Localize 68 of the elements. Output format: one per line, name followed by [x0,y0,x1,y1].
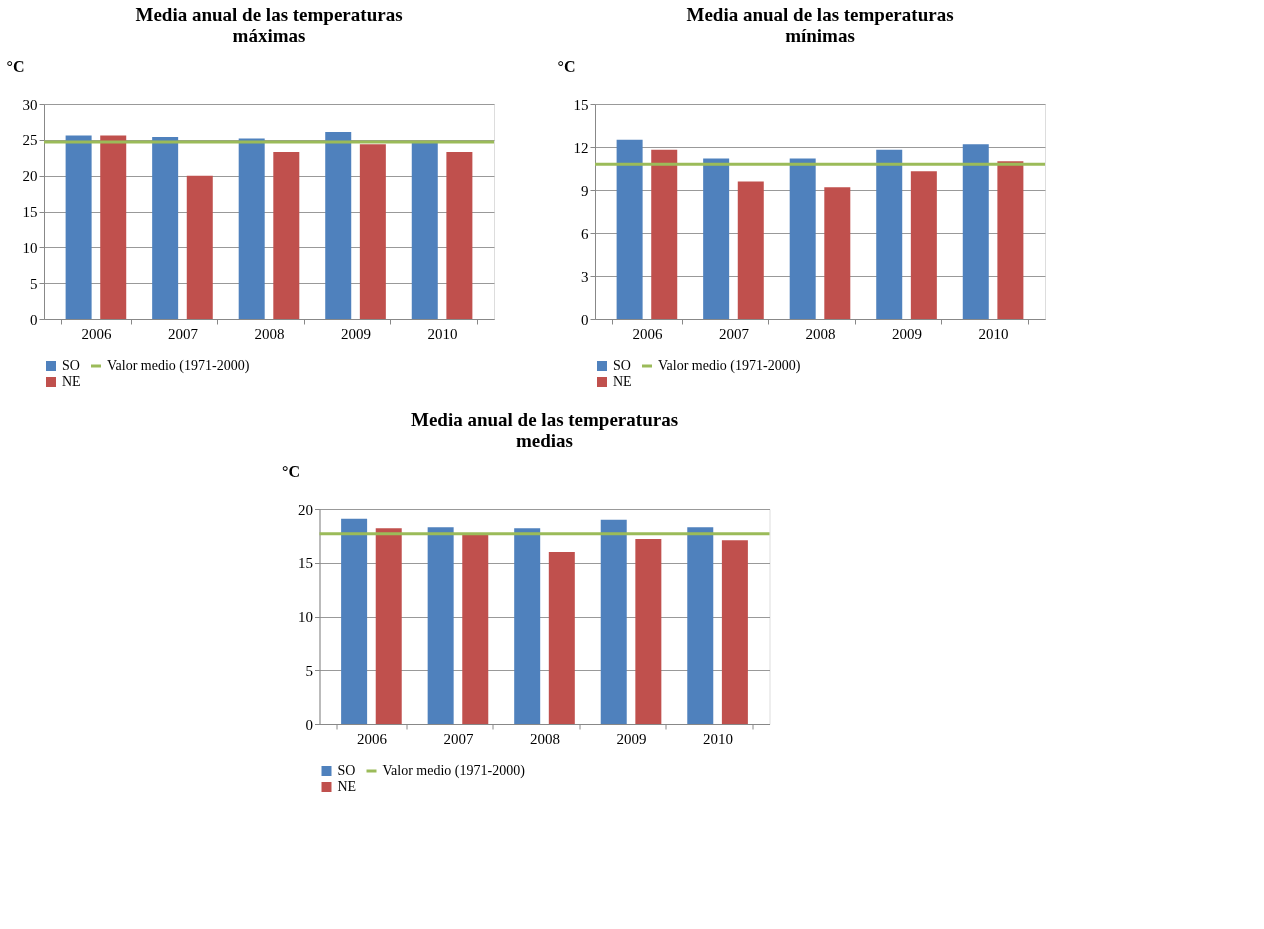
y-axis-title: °C [6,57,25,75]
legend-label: NE [337,779,357,794]
x-tick-label: 2006 [356,730,388,747]
y-tick-label: 10 [298,609,313,625]
bar [616,139,643,319]
y-tick-label: 12 [573,139,589,156]
x-tick-label: 2008 [805,325,836,342]
x-tick-label: 2006 [81,325,112,342]
bar [238,138,265,319]
x-tick-label: 2007 [167,325,199,342]
y-tick-label: 0 [581,311,589,328]
legend-label: NE [613,374,632,389]
y-tick-label: 3 [581,268,589,285]
y-tick-label: 0 [30,311,38,328]
legend-label: Valor medio (1971-2000) [382,763,526,779]
y-tick-label: 5 [305,662,313,679]
y-tick-label: 15 [22,204,38,220]
bar [325,131,352,319]
x-tick-label: 2008 [530,730,560,747]
x-tick-label: 2009 [341,325,372,342]
bar [962,144,989,319]
y-axis-title: °C [282,462,300,480]
chart-title: Media anual de las temperaturas mínimas [686,4,954,46]
legend-label: NE [62,374,81,389]
x-tick-label: 2010 [703,730,734,747]
y-tick-label: 0 [305,716,313,733]
bar [876,149,903,319]
y-tick-label: 9 [581,182,589,199]
bar [152,136,179,319]
y-tick-label: 10 [22,239,38,256]
y-tick-label: 25 [22,132,38,149]
bar [411,141,438,319]
y-axis-title: °C [557,57,576,75]
bar [446,152,473,319]
chart-title: Media anual de las temperaturas medias [410,409,679,451]
bar [997,161,1024,319]
y-tick-label: 15 [573,96,589,113]
x-tick-label: 2007 [718,325,750,342]
y-tick-label: 6 [581,225,589,242]
x-tick-label: 2009 [892,325,923,342]
x-tick-label: 2007 [443,730,474,747]
bar [824,187,851,319]
legend-label: SO [62,358,80,373]
x-tick-label: 2010 [427,325,458,342]
bar [65,135,92,319]
legend-label: Valor medio (1971-2000) [107,358,250,374]
legend-label: SO [337,763,356,778]
x-tick-label: 2008 [254,325,285,342]
y-tick-label: 5 [30,275,38,292]
bar [703,158,730,319]
y-tick-label: 15 [298,555,313,572]
y-tick-label: 30 [22,96,38,113]
bar [737,181,764,319]
x-tick-label: 2009 [616,730,647,747]
bar [273,152,300,319]
x-tick-label: 2010 [978,325,1009,342]
legend-label: SO [613,358,631,373]
chart-title: Media anual de las temperaturas máximas [135,4,403,46]
bar [186,175,213,319]
bar [359,144,386,319]
legend-label: Valor medio (1971-2000) [658,358,801,374]
y-tick-label: 20 [22,168,38,185]
x-tick-label: 2006 [632,325,663,342]
bar [651,149,678,319]
y-tick-label: 20 [298,501,313,518]
bar [789,158,816,319]
bar [100,135,127,319]
bar [910,171,937,319]
